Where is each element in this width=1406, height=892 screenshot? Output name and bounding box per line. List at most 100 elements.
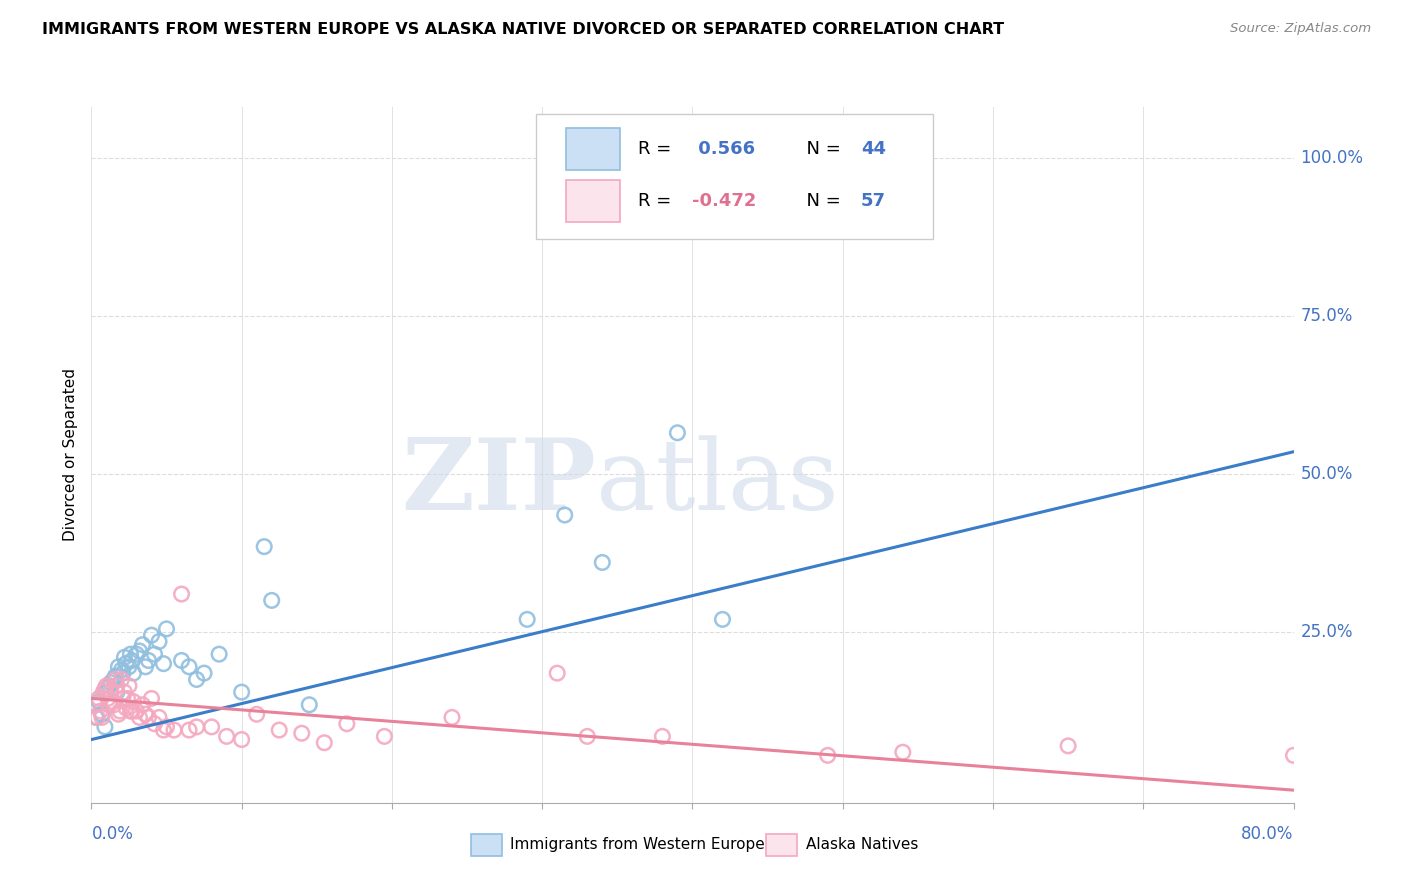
Point [103, 673, 125, 687]
Point [111, 666, 134, 681]
Point [96, 679, 118, 693]
Point [93, 685, 115, 699]
Point [152, 657, 174, 671]
Point [155, 622, 177, 636]
Text: 0.0%: 0.0% [91, 825, 134, 843]
Point [105, 685, 128, 699]
Text: 75.0%: 75.0% [1301, 307, 1353, 325]
Point [138, 653, 160, 667]
Point [314, 736, 336, 750]
Point [170, 653, 193, 667]
Point [1057, 739, 1080, 753]
Point [98, 679, 121, 693]
Text: IMMIGRANTS FROM WESTERN EUROPE VS ALASKA NATIVE DIVORCED OR SEPARATED CORRELATIO: IMMIGRANTS FROM WESTERN EUROPE VS ALASKA… [42, 22, 1004, 37]
Point [201, 720, 224, 734]
Point [87, 691, 110, 706]
Point [591, 556, 613, 570]
Point [97, 691, 120, 706]
Point [121, 704, 143, 718]
Point [100, 685, 122, 699]
Text: 50.0%: 50.0% [1301, 465, 1353, 483]
Text: N =: N = [794, 140, 846, 158]
Point [148, 634, 170, 648]
Point [114, 685, 136, 699]
Text: Alaska Natives: Alaska Natives [806, 838, 918, 852]
Point [143, 647, 166, 661]
Point [193, 666, 215, 681]
Point [118, 660, 141, 674]
Point [246, 707, 269, 722]
Point [253, 540, 276, 554]
Point [120, 704, 142, 718]
Point [291, 726, 314, 740]
Point [554, 508, 576, 522]
Y-axis label: Divorced or Separated: Divorced or Separated [62, 368, 77, 541]
FancyBboxPatch shape [567, 180, 620, 222]
Text: R =: R = [638, 140, 678, 158]
Point [134, 660, 156, 674]
Point [101, 695, 124, 709]
FancyBboxPatch shape [567, 128, 620, 169]
Point [122, 695, 145, 709]
Point [131, 638, 153, 652]
Point [817, 748, 839, 763]
Point [651, 730, 673, 744]
Point [105, 679, 128, 693]
Point [155, 720, 177, 734]
Text: Source: ZipAtlas.com: Source: ZipAtlas.com [1230, 22, 1371, 36]
Point [94, 720, 117, 734]
Point [260, 593, 283, 607]
Point [118, 679, 141, 693]
Point [170, 587, 193, 601]
Text: 0.566: 0.566 [692, 140, 755, 158]
Text: atlas: atlas [596, 435, 839, 531]
Point [516, 612, 538, 626]
Point [104, 669, 127, 683]
Point [111, 691, 134, 706]
Point [96, 685, 118, 699]
Point [1282, 748, 1305, 763]
Point [711, 612, 734, 626]
Point [125, 647, 148, 661]
Point [128, 710, 150, 724]
Point [891, 745, 914, 759]
Point [84, 698, 107, 712]
FancyBboxPatch shape [536, 114, 934, 239]
Point [148, 710, 170, 724]
Point [1343, 151, 1365, 165]
Point [103, 698, 125, 712]
Text: R =: R = [638, 192, 678, 210]
Point [177, 723, 200, 737]
Point [98, 698, 121, 712]
Point [269, 723, 291, 737]
Point [90, 707, 112, 722]
Text: 100.0%: 100.0% [1301, 149, 1364, 167]
Point [115, 701, 138, 715]
Point [208, 647, 231, 661]
Point [104, 673, 127, 687]
Point [298, 698, 321, 712]
Text: ZIP: ZIP [401, 434, 596, 532]
Point [107, 660, 129, 674]
Point [122, 666, 145, 681]
Text: 57: 57 [860, 192, 886, 210]
Point [231, 685, 253, 699]
Point [141, 628, 163, 642]
Text: -0.472: -0.472 [692, 192, 756, 210]
Point [134, 707, 156, 722]
Point [89, 704, 111, 718]
Point [546, 666, 568, 681]
Text: 80.0%: 80.0% [1241, 825, 1294, 843]
Point [87, 695, 110, 709]
Point [138, 710, 160, 724]
Point [125, 704, 148, 718]
Point [143, 716, 166, 731]
Point [231, 732, 253, 747]
Point [186, 673, 208, 687]
Point [336, 716, 359, 731]
Point [141, 691, 163, 706]
Point [110, 663, 132, 677]
Point [666, 425, 689, 440]
Point [120, 647, 142, 661]
Point [114, 650, 136, 665]
